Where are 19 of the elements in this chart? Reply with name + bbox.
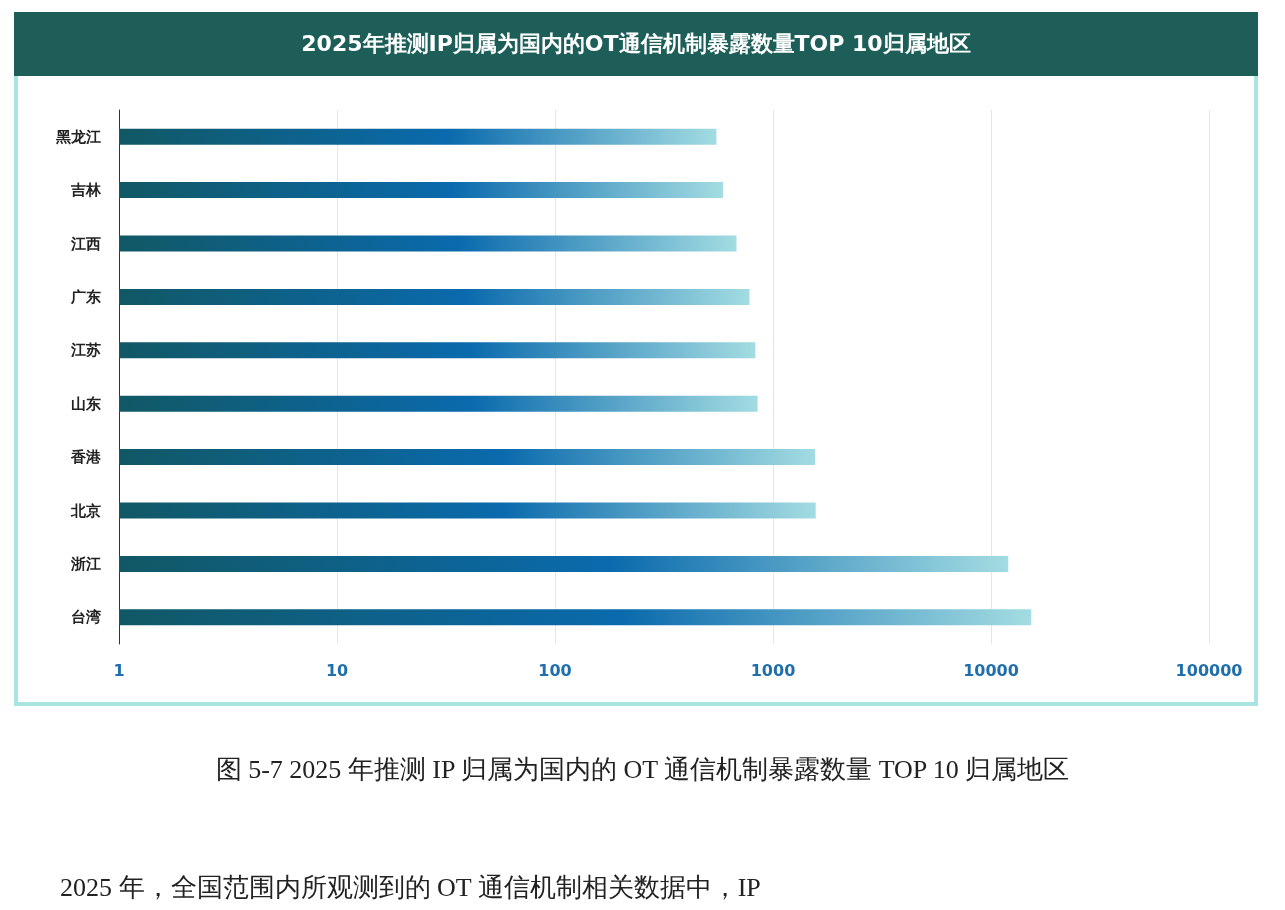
x-tick-label: 1000 [750,660,796,680]
y-tick-label: 吉林 [70,181,102,200]
y-tick-label: 江西 [70,234,101,253]
y-tick-label: 广东 [70,287,101,306]
y-tick-label: 黑龙江 [55,127,101,146]
x-tick-label: 1 [113,660,125,680]
y-tick-label: 北京 [70,501,101,520]
chart-title: 2025年推测IP归属为国内的OT通信机制暴露数量TOP 10归属地区 [14,12,1258,76]
x-tick-label: 10000 [963,660,1019,680]
y-tick-label: 江苏 [70,341,101,360]
x-tick-label: 10 [325,660,349,680]
text: 2025 年，全国范围内所观测到的 OT 通信机制相关数据中，IP [60,872,762,904]
x-tick-label: 100 [538,660,572,680]
y-tick-label: 香港 [70,448,102,467]
y-tick-label: 台湾 [71,608,101,627]
y-tick-label: 山东 [71,394,101,413]
caption: 图 5-7 2025 年推测 IP 归属为国内的 OT 通信机制暴露数量 TOP 10 归属地区 [214,754,1071,786]
x-tick-label: 100000 [1175,660,1243,680]
y-tick-label: 浙江 [70,554,101,573]
